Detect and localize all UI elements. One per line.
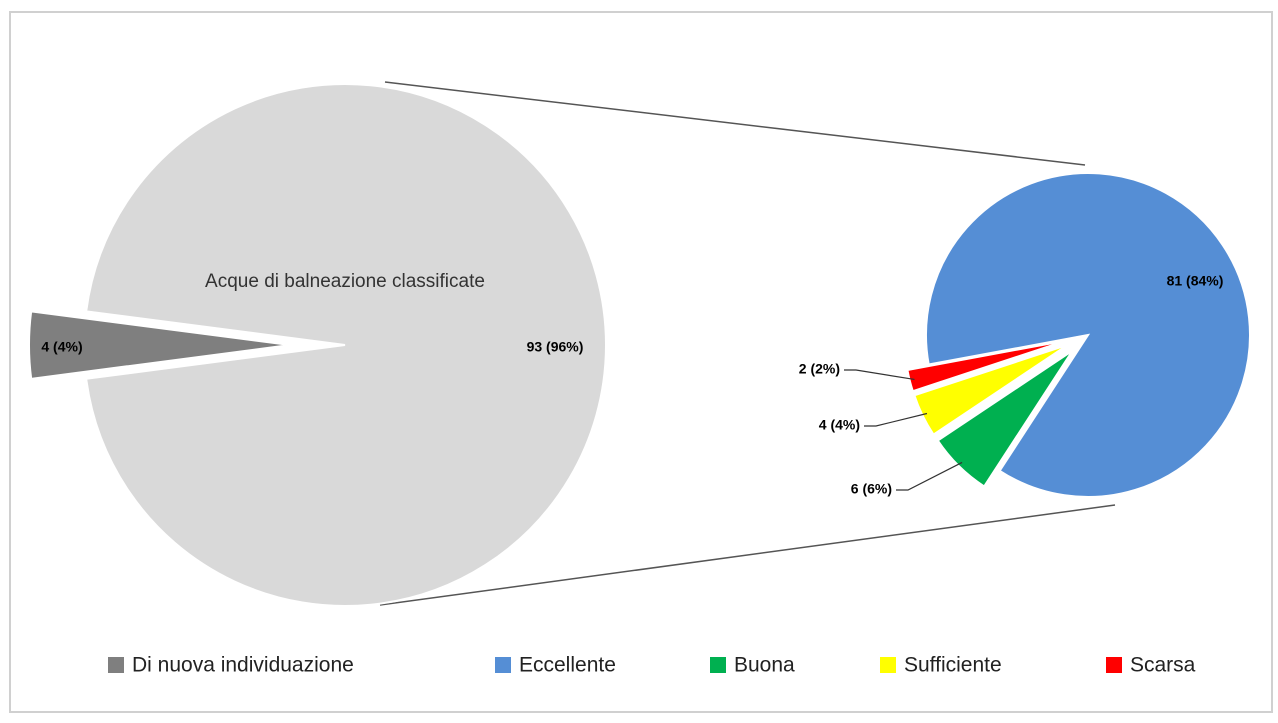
legend-swatch: [108, 657, 124, 673]
leader-line: [896, 461, 963, 491]
data-label: 6 (6%): [851, 481, 892, 497]
pie-slice: [906, 339, 1068, 393]
data-label: 4 (4%): [41, 339, 82, 355]
legend-label: Di nuova individuazione: [132, 654, 354, 677]
pie-slice: [85, 83, 607, 607]
data-label: 93 (96%): [527, 339, 584, 355]
pie-slice: [925, 172, 1251, 498]
legend-swatch: [880, 657, 896, 673]
pie-slice: [913, 343, 1069, 436]
legend-label: Scarsa: [1130, 654, 1196, 677]
data-label: 81 (84%): [1167, 273, 1224, 289]
legend-swatch: [710, 657, 726, 673]
legend-label: Buona: [734, 654, 795, 677]
data-label: 2 (2%): [799, 361, 840, 377]
legend-label: Eccellente: [519, 654, 616, 677]
pie-slice: [28, 310, 291, 380]
connector-line: [384, 81, 1086, 166]
legend-swatch: [495, 657, 511, 673]
legend-swatch: [1106, 657, 1122, 673]
slice-label: Acque di balneazione classificate: [205, 271, 485, 292]
data-label: 4 (4%): [819, 417, 860, 433]
leader-line: [864, 412, 928, 427]
leader-line: [844, 369, 915, 381]
pie-slice: [936, 349, 1074, 488]
connector-line: [379, 504, 1116, 606]
legend-label: Sufficiente: [904, 654, 1002, 677]
